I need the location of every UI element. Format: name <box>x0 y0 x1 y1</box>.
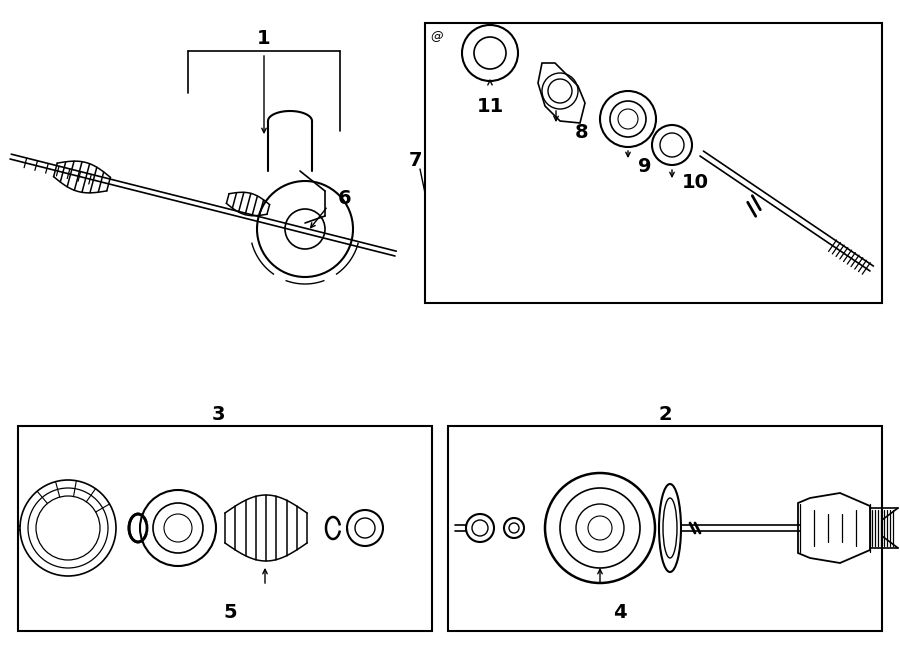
Text: 5: 5 <box>223 603 237 623</box>
Text: 9: 9 <box>638 157 652 176</box>
Bar <box>448 426 882 631</box>
Text: 11: 11 <box>476 97 504 116</box>
Text: 10: 10 <box>681 173 708 192</box>
Text: 1: 1 <box>257 30 271 48</box>
Text: 8: 8 <box>575 124 589 143</box>
Text: 3: 3 <box>212 405 225 424</box>
Text: 2: 2 <box>658 405 671 424</box>
Text: 6: 6 <box>338 190 352 208</box>
Text: 4: 4 <box>613 603 626 623</box>
Text: @: @ <box>431 30 443 44</box>
Text: 7: 7 <box>410 151 423 171</box>
Bar <box>18 426 432 631</box>
Bar <box>425 23 882 303</box>
